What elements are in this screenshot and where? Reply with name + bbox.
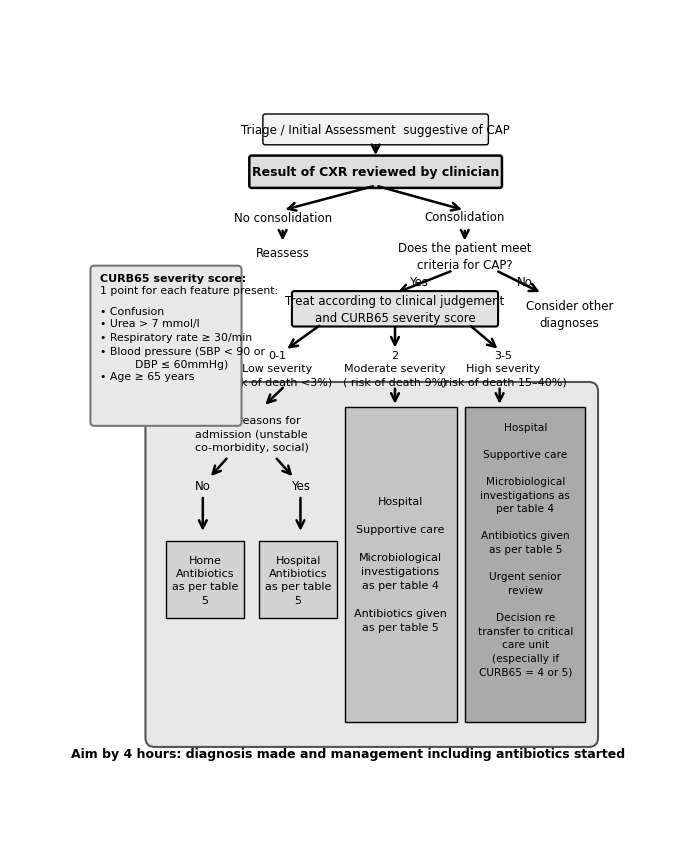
FancyBboxPatch shape [263,115,488,146]
Text: Other reasons for
admission (unstable
co-morbidity, social): Other reasons for admission (unstable co… [194,416,309,452]
Text: Result of CXR reviewed by clinician: Result of CXR reviewed by clinician [252,166,499,179]
Text: • Age ≥ 65 years: • Age ≥ 65 years [101,372,195,381]
FancyBboxPatch shape [292,292,498,327]
Text: Hospital
Antibiotics
as per table
5: Hospital Antibiotics as per table 5 [265,555,331,605]
Text: Home
Antibiotics
as per table
5: Home Antibiotics as per table 5 [172,555,238,605]
FancyBboxPatch shape [464,407,585,722]
Text: • Respiratory rate ≥ 30/min: • Respiratory rate ≥ 30/min [101,332,253,343]
Text: • Blood pressure (SBP < 90 or
          DBP ≤ 60mmHg): • Blood pressure (SBP < 90 or DBP ≤ 60mm… [101,346,265,369]
Text: Consider other
diagnoses: Consider other diagnoses [526,300,613,330]
Text: Hospital

Supportive care

Microbiological
investigations as
per table 4

Antibi: Hospital Supportive care Microbiological… [477,422,573,677]
Text: Yes: Yes [291,480,310,492]
Text: No consolidation: No consolidation [233,212,332,226]
Text: No: No [517,276,533,288]
FancyBboxPatch shape [259,542,337,618]
Text: • Urea > 7 mmol/l: • Urea > 7 mmol/l [101,319,200,329]
Text: CURB65 severity score:: CURB65 severity score: [101,274,247,283]
FancyBboxPatch shape [250,157,502,189]
Text: Hospital

Supportive care

Microbiological
investigations
as per table 4

Antibi: Hospital Supportive care Microbiological… [354,497,447,633]
Text: 2
Moderate severity
( risk of death 9%): 2 Moderate severity ( risk of death 9%) [343,350,447,387]
Text: 0-1
Low severity
(risk of death <3%): 0-1 Low severity (risk of death <3%) [222,350,332,387]
Text: Yes: Yes [409,276,428,288]
Text: Triage / Initial Assessment  suggestive of CAP: Triage / Initial Assessment suggestive o… [241,124,510,137]
FancyBboxPatch shape [146,382,598,747]
Text: 3-5
High severity
(risk of death 15–40%): 3-5 High severity (risk of death 15–40%) [440,350,567,387]
Text: Consolidation: Consolidation [424,211,505,224]
FancyBboxPatch shape [345,407,457,722]
Text: • Confusion: • Confusion [101,307,165,317]
FancyBboxPatch shape [90,266,241,426]
Text: 1 point for each feature present:: 1 point for each feature present: [101,285,279,295]
FancyBboxPatch shape [167,542,244,618]
Text: Aim by 4 hours: diagnosis made and management including antibiotics started: Aim by 4 hours: diagnosis made and manag… [71,746,626,759]
Text: No: No [195,480,211,492]
Text: Treat according to clinical judgement
and CURB65 severity score: Treat according to clinical judgement an… [286,294,505,325]
Text: Does the patient meet
criteria for CAP?: Does the patient meet criteria for CAP? [398,242,532,272]
Text: Reassess: Reassess [256,247,309,260]
